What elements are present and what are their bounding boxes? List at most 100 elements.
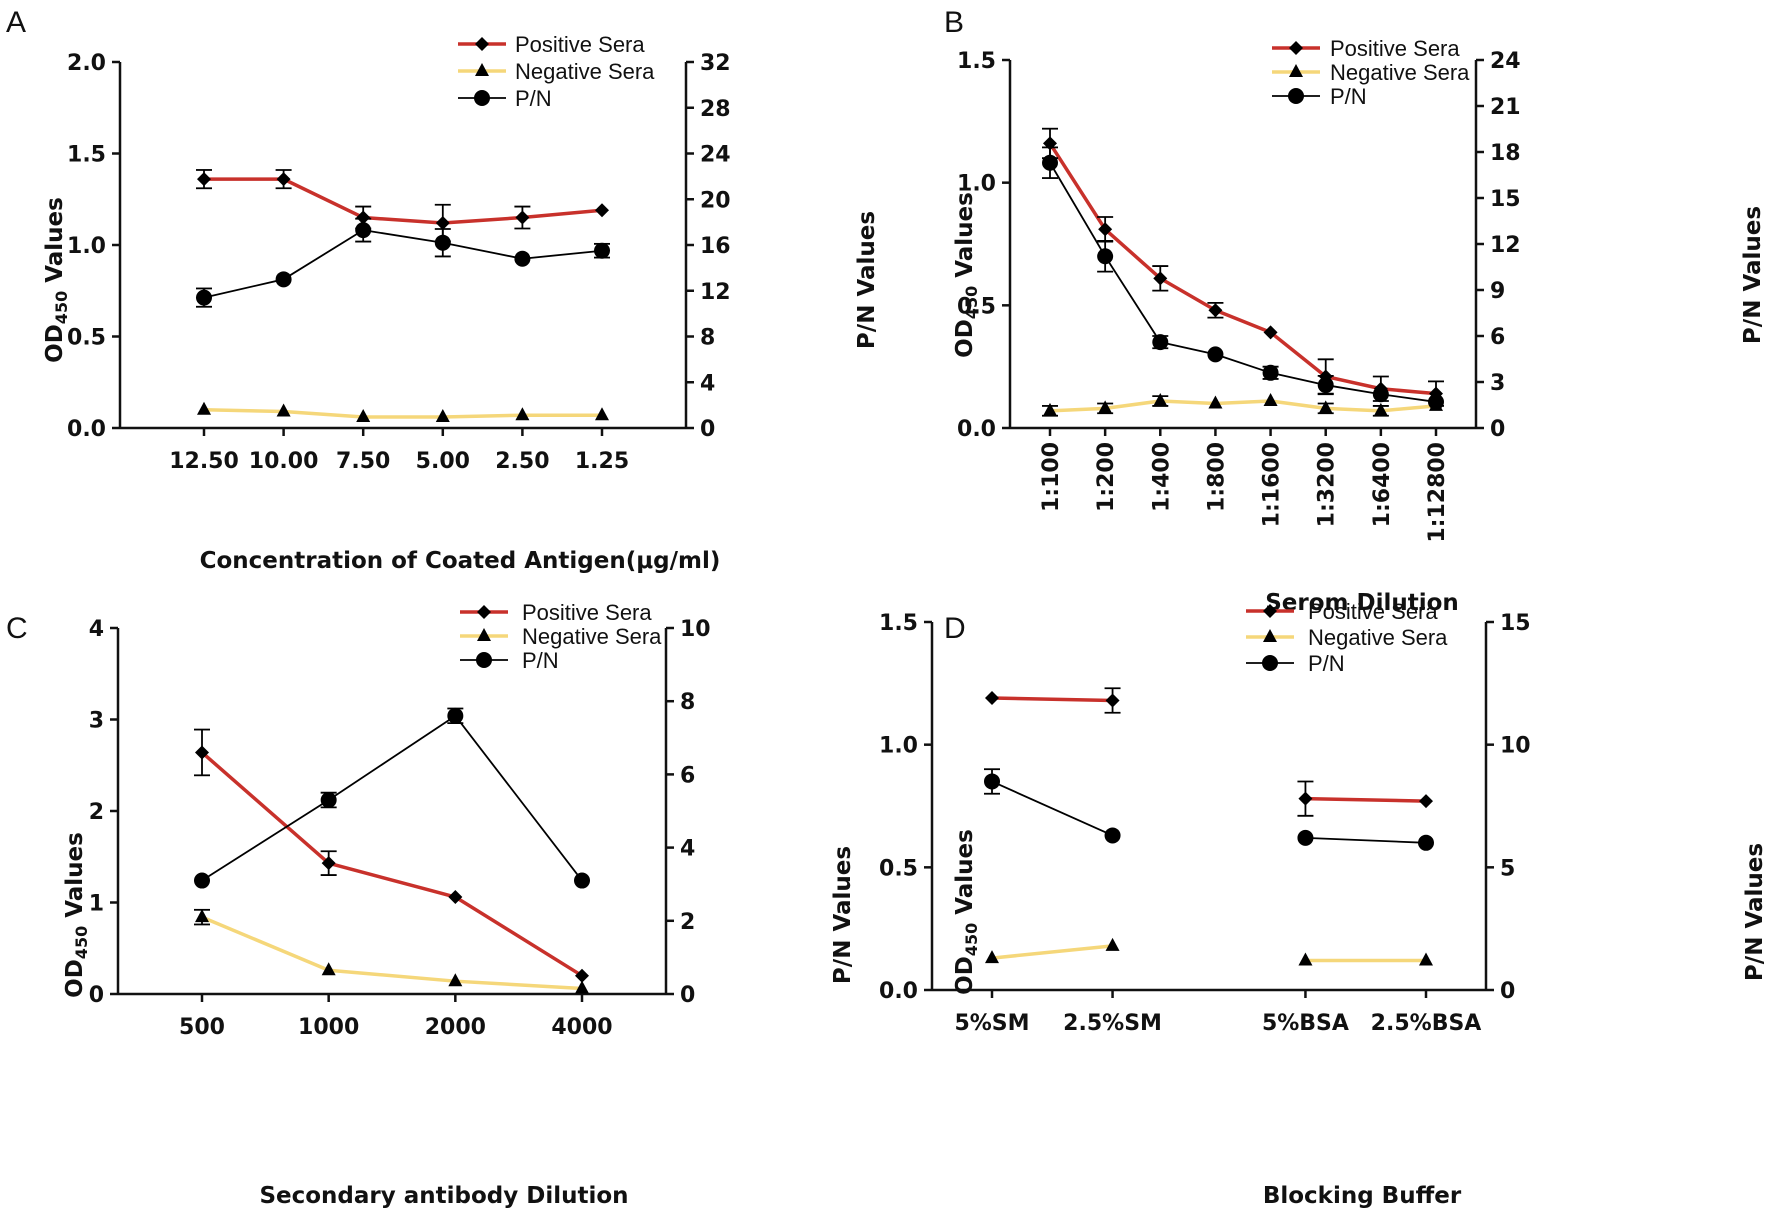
point-negative-d [985,950,999,964]
point-positive-d [985,691,999,706]
x-tick-label-b: 1:3200 [1315,442,1340,527]
point-pn-c [320,792,337,809]
y-tick-label-a: 0.5 [67,326,106,351]
point-negative-b [1098,400,1113,414]
y-tick-label-d: 1.5 [879,611,918,636]
x-tick-label-a: 5.00 [416,449,470,474]
y2-tick-label-c: 10 [680,617,711,642]
series-line-negative-a [203,407,602,419]
y-tick-label-a: 0.0 [67,417,106,442]
point-pn-b [1262,364,1279,381]
y-tick-label-a: 2.0 [67,51,106,76]
point-positive-d [1298,791,1313,806]
x-tick-label-b: 1:100 [1039,442,1064,512]
y-tick-label-b: 0.0 [957,417,996,442]
y-tick-label-d: 0.5 [879,856,918,881]
legend-label-negative-c: Negative Sera [522,624,662,649]
series-line-positive-a [204,177,603,225]
point-negative-b [1208,395,1223,409]
point-positive-b [1208,303,1223,318]
x-tick-label-b: 1:200 [1094,442,1119,512]
y-tick-label-c: 0 [89,983,104,1008]
legend-marker-pn-a [474,90,490,106]
y-tick-label-c: 1 [89,892,104,917]
plot-area-d: 0.0 0.5 1.0 1.5 0 5 10 15 5%SM 2.5%SM 5%BSA 2.5%BSA [879,611,1531,1036]
point-pn-b [1207,346,1224,363]
x-tick-label-a: 2.50 [495,449,549,474]
point-pn-a [196,289,212,306]
point-negative-d [1419,952,1433,966]
point-negative-b [1373,402,1388,416]
y-axis-title-a: OD450 Values [42,197,71,363]
y2-tick-label-a: 8 [700,326,715,351]
point-positive-c [321,856,336,871]
x-tick-label-b: 1:800 [1204,442,1229,512]
series-line-positive-b [1048,142,1437,396]
panel-label-d: D [944,612,966,645]
x-axis-title-a: Concentration of Coated Antigen(μg/ml) [200,548,721,574]
y-axis-title-b: OD450 Values [952,192,981,358]
point-negative-b [1043,402,1057,416]
series-line-positive-d [1305,796,1427,803]
y2-tick-label-c: 8 [680,690,695,715]
y2-axis-title-d: P/N Values [1742,843,1768,981]
y2-tick-label-d: 0 [1500,979,1515,1004]
y2-tick-label-a: 20 [700,188,731,213]
point-pn-b [1152,334,1169,351]
point-positive-b [1153,271,1168,286]
x-tick-label-c: 500 [179,1015,225,1040]
y-axis-title-c: OD450 Values [62,832,91,998]
point-positive-d [1105,693,1120,708]
plot-area-c: 0 1 2 3 4 0 2 4 6 8 10 500 1000 2000 4000 [89,617,711,1040]
point-negative-d [1105,937,1120,951]
y-tick-label-a: 1.0 [67,234,106,259]
y2-tick-label-c: 4 [680,837,695,862]
point-pn-c [574,872,590,889]
plot-area-b: 0.0 0.5 1.0 1.5 0 3 6 9 12 15 18 21 24 1:100 1:200 1:40… [957,49,1521,543]
point-negative-a [515,407,530,421]
panel-label-b: B [944,6,964,39]
point-negative-a [435,409,450,423]
legend-label-positive-c: Positive Sera [522,600,652,625]
y-tick-label-d: 0.0 [879,979,918,1004]
y-tick-label-c: 2 [89,800,104,825]
y2-tick-label-c: 6 [680,763,695,788]
point-pn-d [1297,829,1314,846]
point-positive-a [356,210,371,225]
point-pn-c [447,707,464,724]
series-line-pn-d [991,780,1113,837]
y2-tick-label-b: 15 [1490,187,1521,212]
panel-label-c: C [6,612,28,645]
y-tick-label-c: 3 [89,709,104,734]
point-pn-c [194,872,210,889]
point-negative-c [321,962,336,976]
y-tick-label-b: 1.5 [957,49,996,74]
x-axis-title-c: Secondary antibody Dilution [259,1183,628,1209]
point-pn-a [355,222,372,239]
y2-tick-label-c: 2 [680,910,695,935]
y2-tick-label-b: 0 [1490,417,1505,442]
x-tick-label-d: 5%SM [954,1011,1029,1036]
point-positive-c [448,890,463,905]
panel-b: B 0.0 0.5 1.0 1.5 0 3 6 9 12 15 18 21 24 1:100 1:200 1:… [944,6,1766,616]
point-pn-a [275,271,292,288]
point-pn-a [594,242,610,259]
x-tick-label-a: 10.00 [249,449,319,474]
legend-marker-negative-c [477,628,491,641]
legend-marker-positive-d [1263,604,1277,618]
point-positive-a [515,210,530,225]
legend-label-pn-a: P/N [515,86,552,111]
x-tick-label-c: 4000 [551,1015,612,1040]
point-negative-a [595,407,609,421]
point-negative-c [195,909,209,923]
x-tick-label-b: 1:1600 [1260,442,1285,527]
y-tick-label-b: 1.0 [957,172,996,197]
x-axis-title-d: Blocking Buffer [1263,1183,1462,1209]
point-negative-b [1318,400,1333,414]
x-tick-label-b: 1:6400 [1370,442,1395,527]
series-line-positive-c [200,751,583,978]
point-pn-a [514,250,531,267]
series-line-positive-d [991,696,1113,703]
series-line-pn-a [203,229,603,299]
